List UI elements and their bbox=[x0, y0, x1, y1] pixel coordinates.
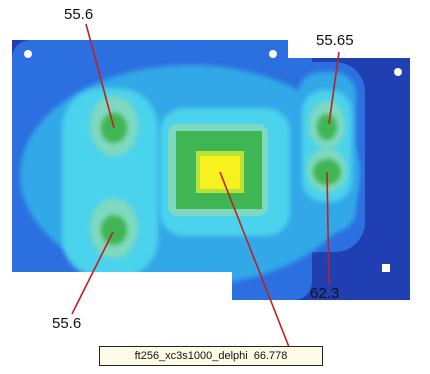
temperature-contours bbox=[12, 40, 365, 300]
mounting-hole-2 bbox=[269, 50, 277, 58]
leader-line-bottom-right bbox=[326, 171, 330, 285]
label-bottom-left: 55.6 bbox=[52, 315, 82, 332]
leader-line-bottom-left bbox=[71, 231, 114, 315]
label-top-right: 55.65 bbox=[316, 32, 354, 49]
component-tag-name: ft256_xc3s1000_delphi bbox=[134, 350, 248, 362]
label-bottom-right: 62.3 bbox=[310, 285, 340, 302]
leader-line-center bbox=[219, 171, 290, 348]
label-top-left: 55.6 bbox=[64, 6, 94, 23]
leader-line-top-right bbox=[328, 51, 340, 125]
hotspot-right-top bbox=[317, 114, 337, 140]
mounting-hole-3 bbox=[394, 68, 402, 76]
leader-line-top-left bbox=[85, 23, 115, 129]
board-notch bbox=[382, 264, 390, 272]
component-tag-value: 66.778 bbox=[253, 350, 288, 362]
component-tag: ft256_xc3s1000_delphi 66.778 bbox=[99, 346, 323, 366]
mounting-hole-1 bbox=[24, 50, 32, 58]
hotspot-left-bottom bbox=[101, 215, 127, 245]
